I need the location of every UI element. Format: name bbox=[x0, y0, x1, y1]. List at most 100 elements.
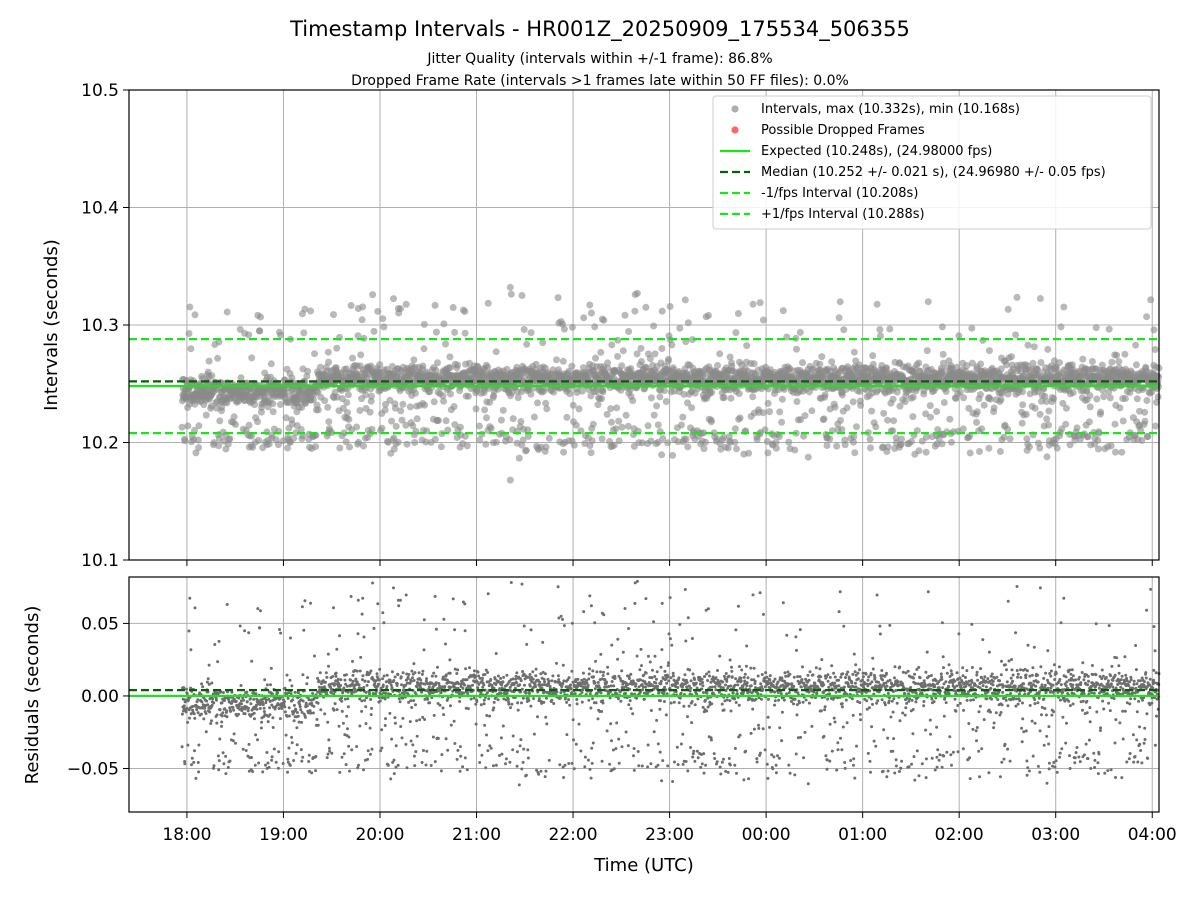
interval-point bbox=[195, 422, 203, 430]
residual-point bbox=[293, 690, 297, 694]
residual-point bbox=[247, 742, 251, 746]
residual-point bbox=[182, 686, 186, 690]
residual-point bbox=[300, 605, 304, 609]
residual-point bbox=[316, 701, 320, 705]
legend-marker-dropped bbox=[731, 126, 739, 134]
residual-point bbox=[392, 586, 395, 590]
interval-point bbox=[440, 397, 448, 405]
residual-point bbox=[509, 706, 512, 710]
interval-point bbox=[398, 416, 406, 424]
residual-point bbox=[399, 725, 403, 728]
residual-point bbox=[337, 724, 341, 728]
interval-point bbox=[850, 348, 858, 356]
residual-point bbox=[496, 674, 500, 678]
residual-point bbox=[384, 691, 388, 695]
interval-point bbox=[1132, 361, 1140, 369]
interval-point bbox=[506, 283, 514, 291]
residual-point bbox=[511, 748, 515, 752]
residual-point bbox=[253, 717, 256, 721]
interval-point bbox=[676, 324, 684, 332]
residual-point bbox=[385, 673, 389, 677]
residual-point bbox=[349, 595, 353, 598]
residual-point bbox=[547, 679, 551, 683]
interval-point bbox=[1045, 407, 1053, 415]
residual-point bbox=[292, 719, 296, 723]
residual-point bbox=[290, 735, 294, 739]
residual-point bbox=[263, 678, 267, 682]
residual-point bbox=[276, 766, 280, 770]
residual-point bbox=[508, 760, 512, 764]
residual-point bbox=[206, 703, 210, 707]
residual-point bbox=[332, 606, 335, 610]
residual-point bbox=[393, 675, 397, 679]
interval-point bbox=[368, 392, 375, 400]
residual-point bbox=[262, 710, 266, 714]
residual-point bbox=[307, 760, 311, 763]
interval-point bbox=[345, 415, 353, 423]
residual-point bbox=[324, 671, 328, 675]
interval-point bbox=[506, 476, 514, 484]
residual-point bbox=[301, 755, 305, 759]
interval-point bbox=[434, 359, 441, 367]
residual-point bbox=[415, 734, 419, 738]
residual-point bbox=[378, 699, 382, 703]
interval-point bbox=[997, 396, 1005, 403]
interval-point bbox=[629, 397, 637, 405]
residual-point bbox=[527, 699, 531, 702]
residual-point bbox=[357, 683, 361, 687]
residual-point bbox=[520, 767, 524, 771]
interval-point bbox=[1055, 359, 1063, 367]
interval-point bbox=[1079, 355, 1087, 363]
interval-point bbox=[598, 395, 606, 403]
interval-point bbox=[340, 429, 348, 437]
interval-point bbox=[356, 407, 364, 414]
residual-point bbox=[269, 666, 273, 670]
interval-point bbox=[554, 294, 562, 302]
residual-point bbox=[492, 700, 496, 704]
residual-point bbox=[480, 753, 484, 757]
interval-point bbox=[1088, 358, 1096, 365]
interval-point bbox=[1115, 358, 1123, 366]
interval-point bbox=[368, 425, 376, 433]
residual-point bbox=[361, 674, 365, 678]
residual-point bbox=[456, 748, 460, 752]
residual-point bbox=[290, 684, 294, 688]
residual-point bbox=[289, 636, 292, 640]
legend-label-median: Median (10.252 +/- 0.021 s), (24.96980 +… bbox=[761, 165, 1106, 180]
interval-point bbox=[311, 350, 318, 358]
residual-point bbox=[324, 680, 327, 684]
residual-point bbox=[379, 749, 383, 753]
residual-point bbox=[442, 617, 446, 621]
interval-point bbox=[1062, 420, 1070, 428]
interval-point bbox=[254, 418, 261, 426]
interval-point bbox=[778, 395, 786, 403]
residual-point bbox=[542, 700, 546, 704]
residual-point bbox=[401, 696, 405, 700]
interval-point bbox=[312, 443, 320, 451]
interval-point bbox=[586, 301, 594, 309]
interval-point bbox=[568, 323, 576, 331]
interval-point bbox=[187, 345, 195, 353]
interval-point bbox=[650, 322, 658, 330]
interval-point bbox=[884, 443, 892, 451]
residual-point bbox=[368, 752, 372, 756]
residual-point bbox=[258, 707, 262, 710]
interval-point bbox=[339, 404, 347, 412]
residual-point bbox=[446, 748, 450, 752]
residual-point bbox=[268, 706, 272, 710]
residual-point bbox=[542, 677, 546, 681]
residual-point bbox=[397, 604, 401, 608]
interval-point bbox=[1022, 410, 1030, 418]
residual-point bbox=[434, 681, 438, 685]
residual-point bbox=[299, 708, 303, 712]
residual-point bbox=[346, 727, 349, 731]
interval-point bbox=[926, 402, 934, 410]
residual-point bbox=[349, 678, 353, 682]
interval-point bbox=[1057, 323, 1065, 331]
residual-point bbox=[303, 715, 307, 719]
interval-point bbox=[431, 301, 439, 309]
residual-point bbox=[274, 760, 278, 764]
residual-point bbox=[499, 677, 503, 680]
residual-point bbox=[428, 701, 432, 705]
residual-point bbox=[252, 697, 256, 701]
